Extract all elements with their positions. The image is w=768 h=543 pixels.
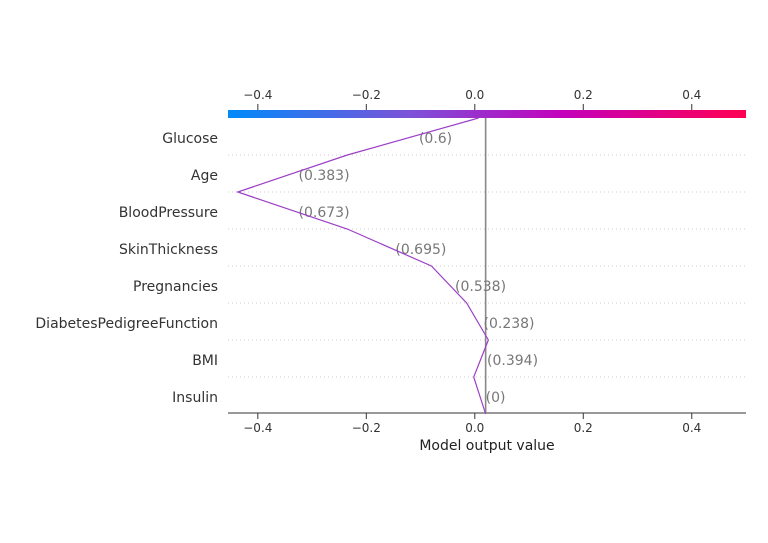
feature-value-label: (0.538) — [455, 279, 506, 295]
feature-value-labels: (0.6) (0.383) (0.673) (0.695) (0.538) (0.238)… — [299, 131, 539, 406]
feature-labels: Glucose Age BloodPressure SkinThickness Preg… — [35, 131, 218, 406]
feature-value-label: (0) — [486, 390, 506, 406]
feature-label: DiabetesPedigreeFunction — [35, 316, 218, 332]
top-tick-label: 0.2 — [574, 88, 593, 102]
feature-label: Pregnancies — [133, 279, 218, 295]
feature-value-label: (0.6) — [419, 131, 452, 147]
bottom-axis: −0.4 −0.2 0.0 0.2 0.4 — [243, 413, 701, 435]
decision-path — [235, 117, 490, 415]
top-axis: −0.4 −0.2 0.0 0.2 0.4 — [243, 88, 701, 110]
bottom-tick-label: 0.4 — [682, 421, 701, 435]
feature-label: Insulin — [172, 390, 218, 406]
top-tick-label: 0.4 — [682, 88, 701, 102]
top-tick-label: −0.4 — [243, 88, 272, 102]
feature-value-label: (0.695) — [395, 242, 446, 258]
feature-value-label: (0.673) — [299, 205, 350, 221]
feature-label: BMI — [192, 353, 218, 369]
bottom-tick-label: 0.0 — [465, 421, 484, 435]
feature-value-label: (0.394) — [487, 353, 538, 369]
feature-label: Age — [191, 168, 218, 184]
top-tick-label: −0.2 — [352, 88, 381, 102]
feature-value-label: (0.238) — [484, 316, 535, 332]
colorbar — [228, 110, 746, 118]
bottom-tick-label: −0.4 — [243, 421, 272, 435]
bottom-tick-label: 0.2 — [574, 421, 593, 435]
bottom-tick-label: −0.2 — [352, 421, 381, 435]
feature-label: SkinThickness — [119, 242, 218, 258]
feature-label: BloodPressure — [119, 205, 218, 221]
feature-value-label: (0.383) — [299, 168, 350, 184]
x-axis-title: Model output value — [419, 438, 554, 454]
feature-label: Glucose — [162, 131, 218, 147]
top-tick-label: 0.0 — [465, 88, 484, 102]
